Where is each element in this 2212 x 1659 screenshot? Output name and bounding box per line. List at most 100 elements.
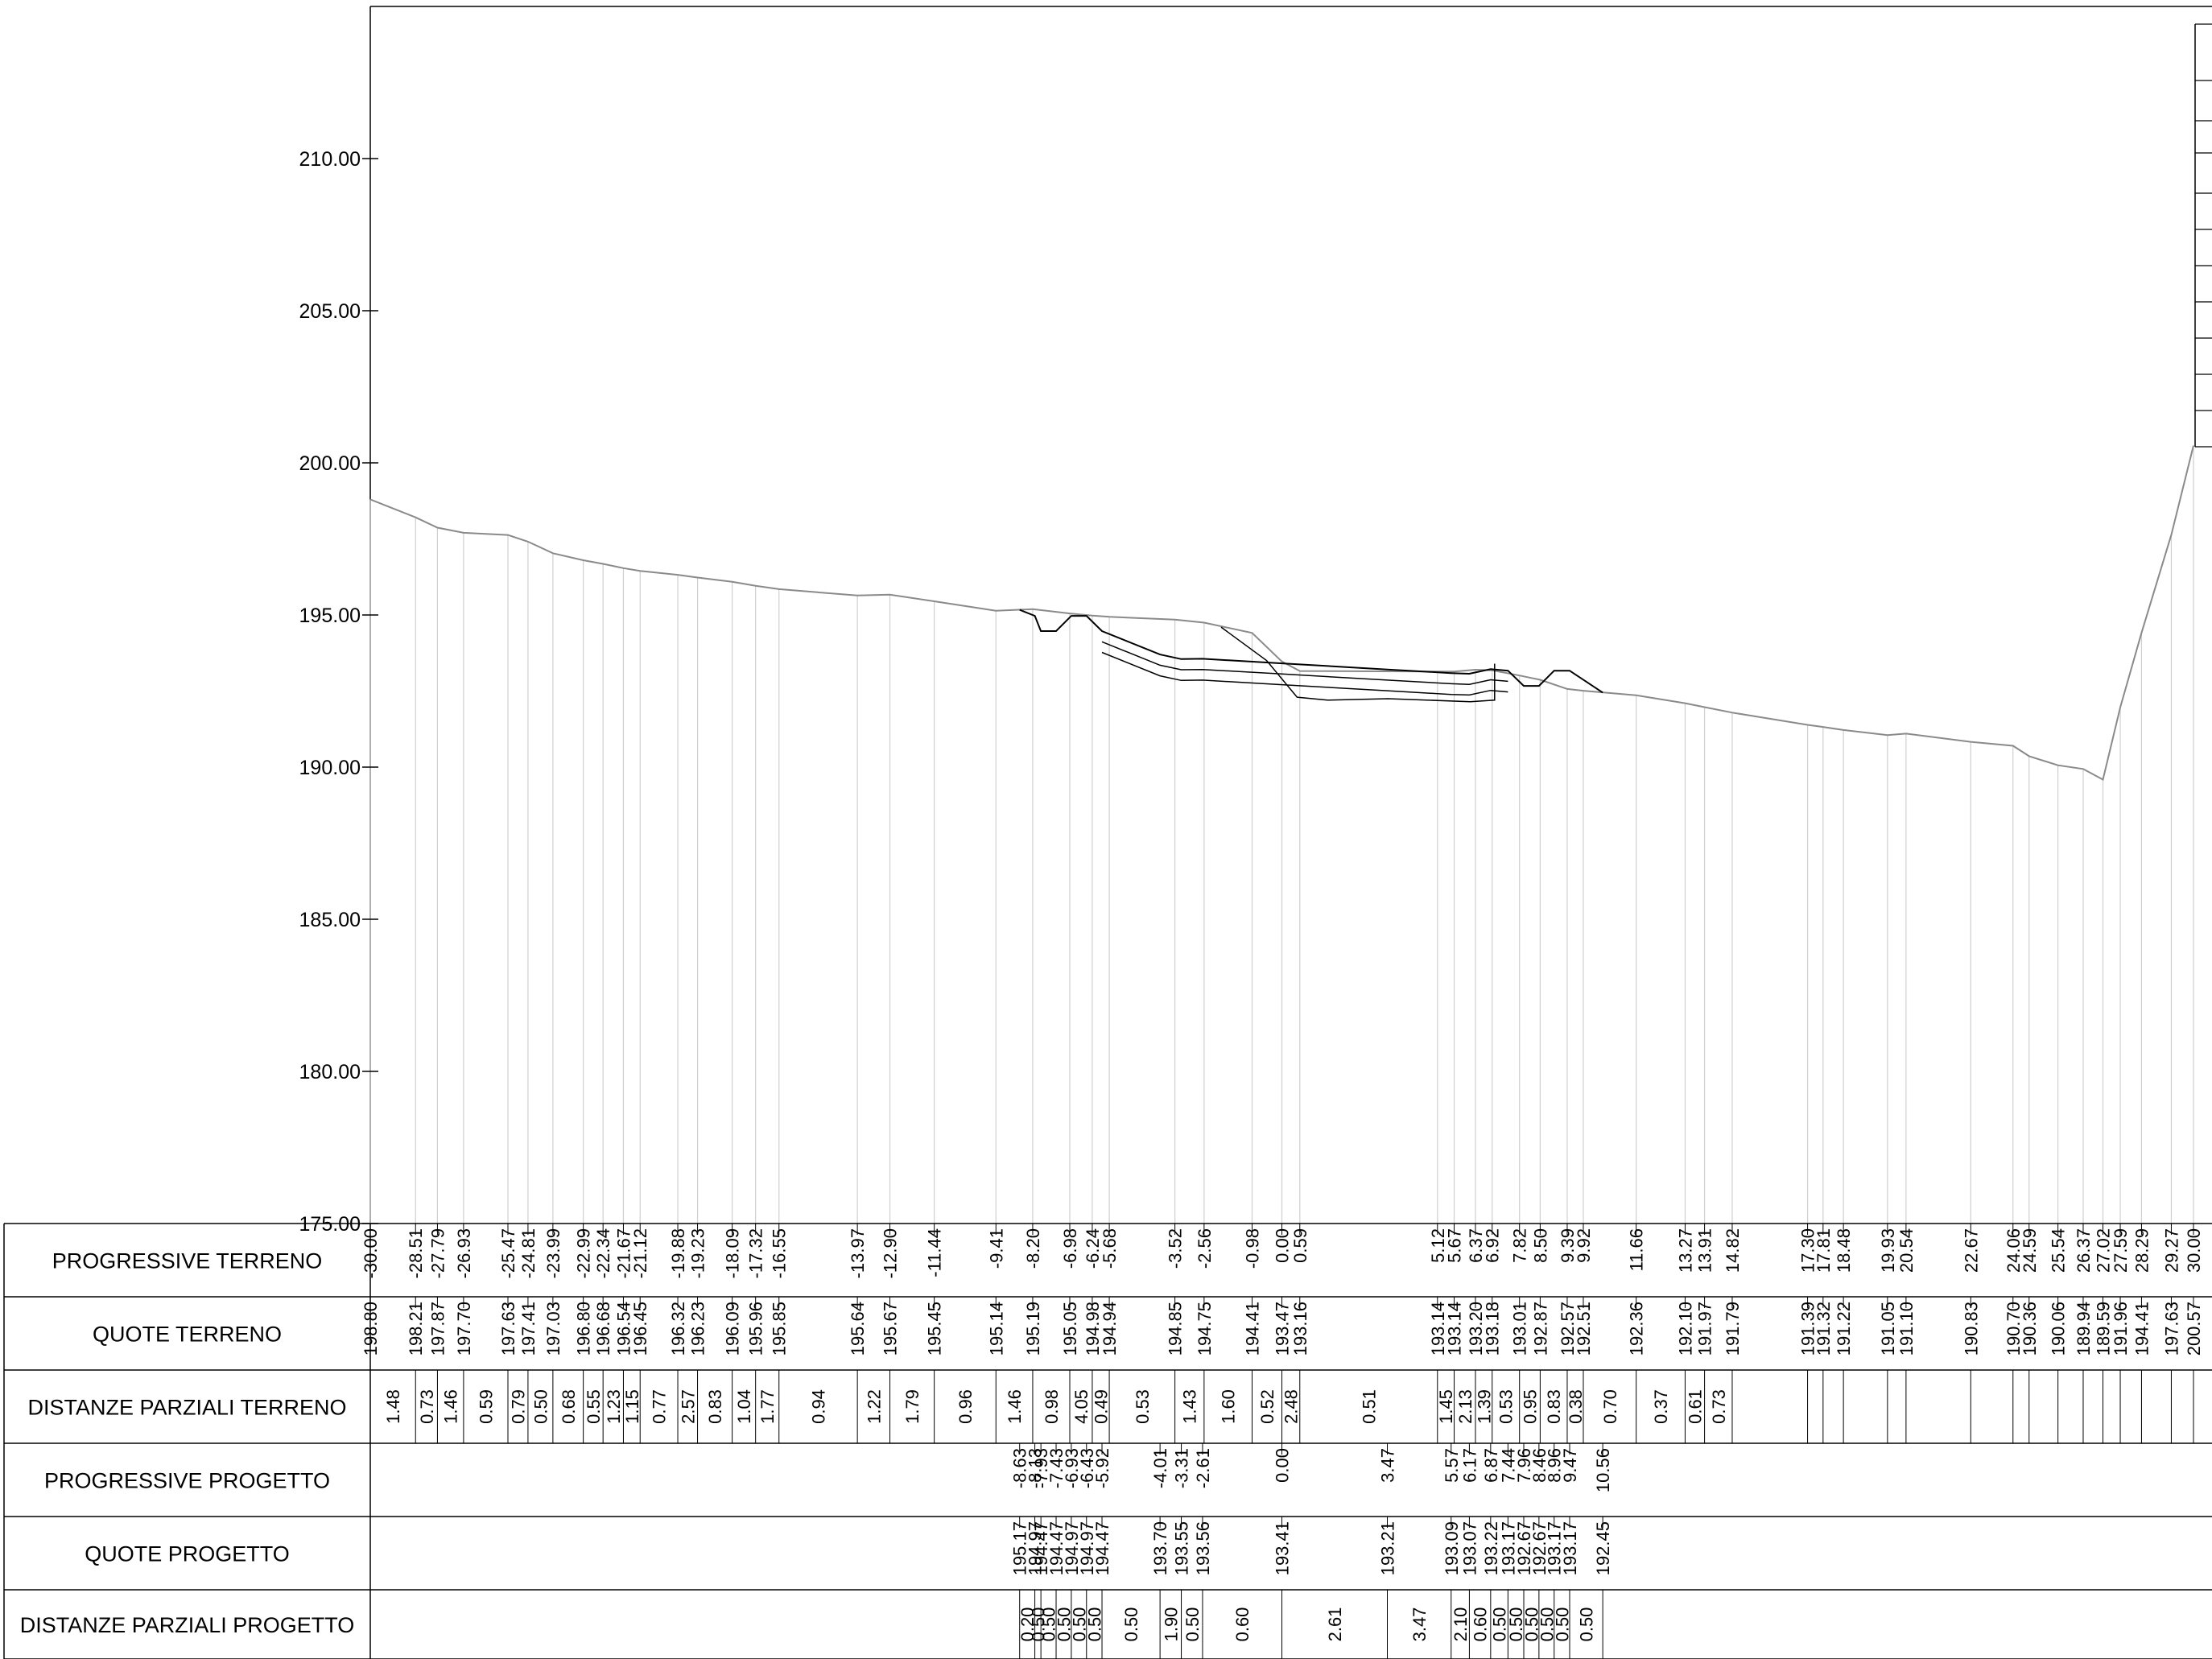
data-table: PROGRESSIVE TERRENO -30.00 -28.51 -27.79 -26… xyxy=(3,1223,2212,1659)
table-cell-value: 191.39 xyxy=(1798,1302,1818,1356)
table-cell-value: 0.68 xyxy=(559,1389,579,1424)
table-cell-value: 194.47 xyxy=(1031,1521,1051,1575)
table-cell-value: 0.50 xyxy=(1577,1607,1597,1642)
table-cell-value: 0.50 xyxy=(1028,1607,1048,1642)
table-cell-value: 0.73 xyxy=(417,1389,437,1424)
table-cell-value: 17.81 xyxy=(1814,1228,1834,1273)
table-cell-value: 1.23 xyxy=(604,1389,624,1424)
table-cell-value: 0.20 xyxy=(1017,1607,1038,1642)
table-cell-value: 192.10 xyxy=(1675,1302,1695,1356)
table-cell-value: 1.45 xyxy=(1436,1389,1456,1424)
table-cell-value: 19.93 xyxy=(1878,1228,1898,1273)
table-cell-value: 3.47 xyxy=(1378,1448,1398,1483)
table-cell-value: 0.50 xyxy=(1506,1607,1526,1642)
table-cell-value: 0.53 xyxy=(1133,1389,1153,1424)
table-cell-value: 193.21 xyxy=(1378,1521,1398,1575)
table-cell-value: -6.93 xyxy=(1062,1448,1082,1488)
table-cell-value: 191.22 xyxy=(1834,1302,1854,1356)
y-tick-label: 185.00 xyxy=(299,909,361,931)
y-tick-label: 200.00 xyxy=(299,452,361,475)
table-cell-value: 190.36 xyxy=(2020,1302,2040,1356)
table-cell-value: -2.61 xyxy=(1193,1448,1213,1488)
table-cell-value: 0.50 xyxy=(1039,1607,1059,1642)
table-cell-value: 4.05 xyxy=(1071,1389,1092,1424)
table-cell-value: -21.12 xyxy=(630,1228,650,1278)
table-row-label: QUOTE PROGETTO xyxy=(85,1542,290,1566)
table-cell-value: 1.39 xyxy=(1474,1389,1494,1424)
table-cell-value: 195.14 xyxy=(986,1302,1006,1356)
table-cell-value: 200.57 xyxy=(2184,1302,2204,1356)
table-cell-value: 0.50 xyxy=(1069,1607,1089,1642)
table-cell-value: -6.43 xyxy=(1077,1448,1097,1488)
table-cell-value: 191.05 xyxy=(1878,1302,1898,1356)
table-cell-value: -6.98 xyxy=(1060,1228,1080,1269)
table-cell-value: 0.50 xyxy=(1084,1607,1104,1642)
table-cell-value: 194.47 xyxy=(1046,1521,1067,1575)
table-cell-value: -7.43 xyxy=(1046,1448,1067,1488)
table-cell-value: 0.49 xyxy=(1092,1389,1112,1424)
table-cell-value: 194.94 xyxy=(1100,1302,1120,1356)
table-cell-value: -6.24 xyxy=(1083,1228,1103,1269)
table-cell-value: 22.67 xyxy=(1961,1228,1981,1273)
table-cell-value: 2.57 xyxy=(678,1389,698,1424)
table-cell-value: 7.44 xyxy=(1498,1448,1518,1483)
table-cell-value: -13.97 xyxy=(848,1228,868,1278)
table-cell-value: 193.17 xyxy=(1498,1521,1518,1575)
table-cell-value: 27.59 xyxy=(2111,1228,2131,1273)
table-cell-value: -22.34 xyxy=(593,1228,613,1278)
table-cell-value: 6.92 xyxy=(1483,1228,1503,1263)
table-cell-value: 0.52 xyxy=(1257,1389,1277,1424)
table-cell-value: 191.79 xyxy=(1723,1302,1743,1356)
table-cell-value: 7.96 xyxy=(1514,1448,1534,1483)
table-cell-value: 9.39 xyxy=(1558,1228,1578,1263)
table-cell-value: 194.98 xyxy=(1083,1302,1103,1356)
table-cell-value: 5.67 xyxy=(1445,1228,1465,1263)
table-cell-value: 0.53 xyxy=(1496,1389,1517,1424)
table-cell-value: 18.48 xyxy=(1834,1228,1854,1273)
table-cell-value: 13.91 xyxy=(1695,1228,1715,1273)
table-cell-value: 0.00 xyxy=(1273,1228,1293,1263)
table-cell-value: 197.70 xyxy=(454,1302,474,1356)
table-cell-value: -17.32 xyxy=(746,1228,766,1278)
table-cell-value: 27.02 xyxy=(2094,1228,2114,1273)
table-cell-value: 0.94 xyxy=(808,1389,828,1424)
table-cell-value: 196.54 xyxy=(614,1302,634,1356)
table-cell-value: 195.85 xyxy=(770,1302,790,1356)
table-cell-value: -8.63 xyxy=(1010,1448,1030,1488)
table-cell-value: 192.45 xyxy=(1593,1521,1613,1575)
table-cell-value: 192.87 xyxy=(1530,1302,1550,1356)
y-tick-label: 190.00 xyxy=(299,757,361,779)
table-cell-value: 20.54 xyxy=(1896,1228,1917,1273)
table-cell-value: 0.83 xyxy=(1544,1389,1564,1424)
table-cell-value: 198.21 xyxy=(406,1302,426,1356)
table-cell-value: 190.70 xyxy=(2004,1302,2024,1356)
table-cell-value: 0.50 xyxy=(1490,1607,1510,1642)
table-cell-value: 196.45 xyxy=(630,1302,650,1356)
table-cell-value: 196.80 xyxy=(574,1302,594,1356)
table-cell-value: 7.82 xyxy=(1510,1228,1530,1263)
table-row-label: DISTANZE PARZIALI TERRENO xyxy=(27,1396,346,1420)
y-tick-label: 195.00 xyxy=(299,605,361,627)
table-cell-value: 5.12 xyxy=(1428,1228,1448,1263)
table-cell-value: 192.67 xyxy=(1529,1521,1550,1575)
table-cell-value: 14.82 xyxy=(1723,1228,1743,1273)
side-legend-box xyxy=(2194,23,2212,448)
table-cell-value: 195.19 xyxy=(1023,1302,1043,1356)
table-cell-value: 8.96 xyxy=(1545,1448,1565,1483)
pavement-layer-line xyxy=(1101,641,1508,685)
table-cell-value: -27.79 xyxy=(427,1228,448,1278)
table-cell-value: 195.05 xyxy=(1060,1302,1080,1356)
table-cell-value: 0.50 xyxy=(1552,1607,1572,1642)
table-cell-value: 0.60 xyxy=(1232,1607,1253,1642)
table-cell-value: -25.47 xyxy=(498,1228,518,1278)
table-cell-value: 193.22 xyxy=(1481,1521,1501,1575)
table-cell-value: 196.32 xyxy=(668,1302,688,1356)
table-cell-value: 0.50 xyxy=(1521,1607,1541,1642)
table-cell-value: 24.59 xyxy=(2020,1228,2040,1273)
table-cell-value: 196.23 xyxy=(688,1302,708,1356)
table-cell-value: 0.77 xyxy=(650,1389,670,1424)
table-cell-value: 1.46 xyxy=(441,1389,461,1424)
table-cell-value: 0.00 xyxy=(1273,1448,1293,1483)
table-row-label: PROGRESSIVE PROGETTO xyxy=(44,1469,330,1493)
